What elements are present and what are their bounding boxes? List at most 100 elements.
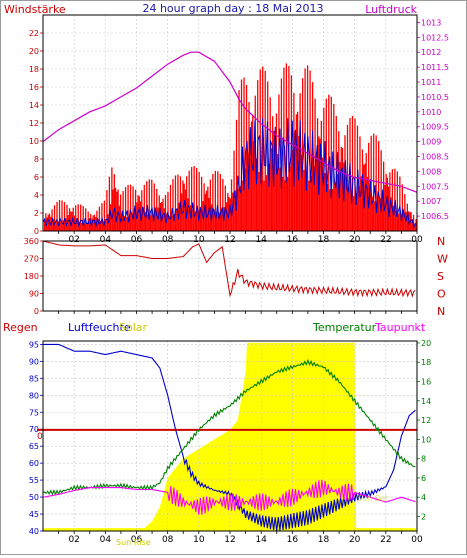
humidity-line <box>43 343 416 531</box>
left-axis-tick-label: 8 <box>34 155 39 164</box>
panel-2 <box>42 240 418 312</box>
rain-axis-label: Regen <box>3 321 38 334</box>
left-axis-tick-label: 45 <box>29 510 39 519</box>
right-axis-tick-label: 20 <box>421 339 431 348</box>
left-axis-tick-label: 80 <box>29 391 39 400</box>
left-axis-tick-label: 270 <box>24 255 39 264</box>
left-axis-tick-label: 2 <box>34 209 39 218</box>
x-tick-label: 14 <box>255 535 267 545</box>
x-tick-label: 10 <box>193 535 205 545</box>
temperature-axis-label: Temperatur <box>312 321 377 334</box>
left-axis-tick-label: 90 <box>29 357 39 366</box>
x-tick-label: 16 <box>287 235 299 245</box>
x-tick-label: 22 <box>380 235 391 245</box>
left-axis-tick-label: 360 <box>24 237 39 246</box>
left-axis-tick-label: 20 <box>29 47 39 56</box>
left-axis-tick-label: 85 <box>29 374 39 383</box>
right-axis-tick-label: 1010.5 <box>421 93 449 102</box>
temperature-line <box>42 358 416 496</box>
left-axis-tick-label: 180 <box>24 272 39 281</box>
pressure-axis-label: Luftdruck <box>365 3 417 16</box>
right-axis-tick-label: 1013 <box>421 18 441 27</box>
left-axis-tick-label: 6 <box>34 173 39 182</box>
right-axis-tick-label: 1011.5 <box>421 63 449 72</box>
left-axis-tick-label: 70 <box>29 425 39 434</box>
pressure-line <box>42 51 418 193</box>
right-axis-tick-label: 16 <box>421 378 431 387</box>
x-tick-label: 00 <box>411 235 423 245</box>
x-tick-label: 14 <box>255 235 267 245</box>
right-axis-tick-label: 1006.5 <box>421 212 449 221</box>
right-axis-tick-label: 1009 <box>421 138 441 147</box>
right-axis-tick-label: 1008.5 <box>421 153 449 162</box>
right-axis-tick-label: 2 <box>421 513 426 522</box>
direction-label: N <box>437 305 445 318</box>
x-tick-label: 18 <box>318 535 330 545</box>
wind-axis-label: Windstärke <box>4 3 66 16</box>
right-axis-tick-label: 1012 <box>421 48 441 57</box>
left-axis-tick-label: 95 <box>29 340 39 349</box>
left-axis-tick-label: 40 <box>29 527 39 536</box>
left-axis-tick-label: 50 <box>29 493 39 502</box>
left-axis-tick-label: 60 <box>29 459 39 468</box>
right-axis-tick-label: 1012.5 <box>421 33 449 42</box>
rain-value-label: 0 <box>37 432 43 442</box>
x-tick-label: 02 <box>68 235 79 245</box>
left-axis-tick-label: 0 <box>34 227 39 236</box>
left-axis-tick-label: 65 <box>29 442 39 451</box>
solar-axis-label: Solar <box>119 321 148 334</box>
x-tick-label: 20 <box>349 235 361 245</box>
right-axis-tick-label: 8 <box>421 455 426 464</box>
left-axis-tick-label: 22 <box>29 29 39 38</box>
panel-border <box>42 340 418 532</box>
left-axis-tick-label: 18 <box>29 65 39 74</box>
direction-label: O <box>437 288 446 301</box>
right-axis-tick-label: 1007 <box>421 197 441 206</box>
direction-label: N <box>437 235 445 248</box>
right-axis-tick-label: 1007.5 <box>421 182 449 191</box>
chart-title: 24 hour graph day : 18 Mai 2013 <box>142 2 323 15</box>
direction-label: S <box>437 270 444 283</box>
sunrise-label: Sun Rise <box>116 538 151 547</box>
x-tick-label: 20 <box>349 535 361 545</box>
left-axis-tick-label: 0 <box>34 307 39 316</box>
right-axis-tick-label: 18 <box>421 358 431 367</box>
left-axis-tick-label: 75 <box>29 408 39 417</box>
dewpoint-line <box>42 479 416 515</box>
panel-border <box>42 14 418 232</box>
right-axis-tick-label: 1011 <box>421 78 441 87</box>
sunset-label: Sun Set <box>357 494 388 503</box>
x-tick-label: 22 <box>380 535 391 545</box>
x-tick-label: 06 <box>131 235 143 245</box>
x-tick-label: 18 <box>318 235 330 245</box>
right-axis-tick-label: 1008 <box>421 167 441 176</box>
left-axis-tick-label: 16 <box>29 83 39 92</box>
x-tick-label: 12 <box>224 535 235 545</box>
right-axis-tick-label: 12 <box>421 416 431 425</box>
x-tick-label: 16 <box>287 535 299 545</box>
x-tick-label: 08 <box>162 235 174 245</box>
x-tick-label: 04 <box>100 535 112 545</box>
left-axis-tick-label: 14 <box>29 101 39 110</box>
humidity-axis-label: Luftfeuchte <box>68 321 131 334</box>
x-tick-label: 02 <box>68 535 79 545</box>
right-axis-tick-label: 14 <box>421 397 431 406</box>
left-axis-tick-label: 4 <box>34 191 39 200</box>
left-axis-tick-label: 12 <box>29 119 39 128</box>
left-axis-tick-label: 10 <box>29 137 39 146</box>
left-axis-tick-label: 55 <box>29 476 39 485</box>
x-tick-label: 00 <box>411 535 423 545</box>
x-tick-label: 06 <box>131 535 143 545</box>
dewpoint-axis-label: Taupunkt <box>374 321 426 334</box>
x-tick-label: 08 <box>162 535 174 545</box>
right-axis-tick-label: 10 <box>421 435 431 444</box>
right-axis-tick-label: 6 <box>421 474 426 483</box>
panel-border <box>42 240 418 312</box>
right-axis-tick-label: 1009.5 <box>421 123 449 132</box>
left-axis-tick-label: 90 <box>29 290 39 299</box>
x-tick-label: 12 <box>224 235 235 245</box>
x-tick-label: 10 <box>193 235 205 245</box>
right-axis-tick-label: 4 <box>421 493 426 502</box>
